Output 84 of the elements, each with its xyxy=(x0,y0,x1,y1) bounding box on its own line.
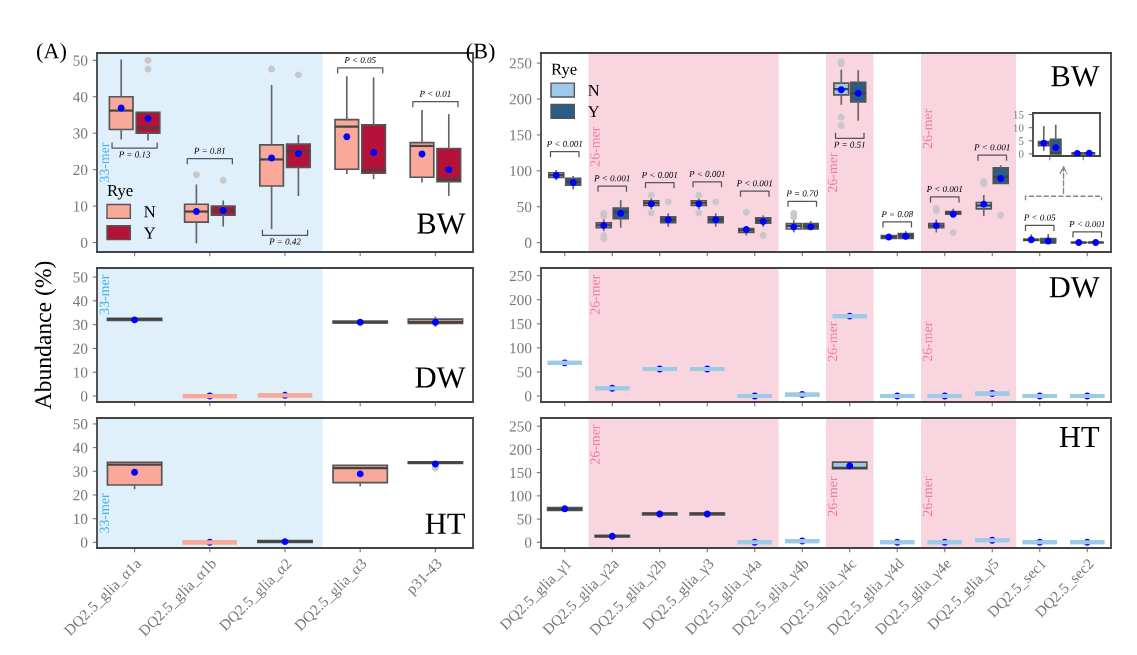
legend-title: Rye xyxy=(551,63,577,79)
y-tick-label: 250 xyxy=(509,270,532,282)
y-tick-label: 20 xyxy=(73,164,88,176)
band-label: 33-mer xyxy=(99,142,110,182)
y-tick-label: 5 xyxy=(1019,137,1024,145)
chart-title: BW xyxy=(1051,66,1100,87)
band-label: 26-mer xyxy=(827,321,838,362)
legend-title: Rye xyxy=(107,185,133,200)
y-tick-label: 50 xyxy=(73,55,88,66)
annotation: P = 0.81 xyxy=(193,147,225,154)
y-tick-label: 40 xyxy=(72,295,88,307)
y-tick-label: 0 xyxy=(80,537,88,548)
annotation: P < 0.001 xyxy=(926,185,962,193)
y-tick-label: 15 xyxy=(1013,111,1024,119)
band-label: 26-mer xyxy=(590,274,600,315)
y-tick-label: 50 xyxy=(517,201,532,213)
y-tick-label: 200 xyxy=(509,444,532,455)
y-tick-label: 20 xyxy=(73,490,88,501)
y-tick-label: 10 xyxy=(1013,124,1024,132)
annotation: P = 0.70 xyxy=(786,190,819,197)
y-tick-label: 100 xyxy=(510,165,532,177)
band-label: 33-mer xyxy=(99,274,110,315)
annotation: P < 0.001 xyxy=(641,171,677,178)
y-tick-label: 30 xyxy=(73,319,88,331)
y-tick-label: 100 xyxy=(510,343,532,354)
y-tick-label: 30 xyxy=(73,466,88,477)
text: (A) xyxy=(37,42,66,64)
annotation: P < 0.05 xyxy=(1023,214,1056,221)
y-tick-label: 100 xyxy=(510,490,532,502)
band-label: 26-mer xyxy=(922,321,933,362)
annotation: P < 0.001 xyxy=(736,180,772,187)
y-tick-label: 250 xyxy=(509,421,532,432)
legend-label: N xyxy=(144,206,156,218)
annotation: (B) xyxy=(466,42,495,64)
annotation: P < 0.001 xyxy=(689,170,725,177)
band-label: 26-mer xyxy=(827,476,838,516)
y-tick-label: 0 xyxy=(524,237,532,249)
y-tick-label: 50 xyxy=(73,419,88,430)
y-tick-label: 50 xyxy=(517,367,532,378)
annotation: P = 0.08 xyxy=(881,211,914,218)
chart-title: DW xyxy=(1049,277,1100,298)
text: BW xyxy=(417,213,466,235)
y-tick-label: 200 xyxy=(509,94,532,105)
annotation: P < 0.001 xyxy=(546,140,582,147)
y-tick-label: 0 xyxy=(524,537,532,548)
y-tick-label: 10 xyxy=(74,367,88,378)
text: DW xyxy=(415,367,466,388)
band-label: 26-mer xyxy=(590,126,600,167)
annotation: P < 0.05 xyxy=(344,57,376,64)
annotation: P < 0.001 xyxy=(1069,220,1105,228)
y-tick-label: 0 xyxy=(524,391,532,402)
y-tick-label: 200 xyxy=(509,294,532,306)
band-label: 26-mer xyxy=(827,152,838,192)
annotation: P < 0.01 xyxy=(419,90,451,97)
y-tick-label: 250 xyxy=(509,58,532,69)
y-tick-label: 50 xyxy=(73,272,88,283)
band-label: 26-mer xyxy=(922,108,933,149)
y-axis-title: Abundance (%) xyxy=(34,261,57,410)
annotation: P = 0.13 xyxy=(118,151,151,158)
y-tick-label: 0 xyxy=(1018,150,1024,158)
chart-title: HT xyxy=(1059,426,1100,447)
y-tick-label: 150 xyxy=(510,318,532,330)
y-tick-label: 40 xyxy=(72,442,88,454)
y-tick-label: 40 xyxy=(72,91,88,103)
annotation: P = 0.51 xyxy=(833,141,865,148)
legend-label: Y xyxy=(143,227,156,239)
y-tick-label: 30 xyxy=(73,128,88,139)
annotation: P < 0.001 xyxy=(974,144,1010,151)
band-label: 26-mer xyxy=(590,424,600,464)
y-tick-label: 20 xyxy=(73,343,88,354)
annotation: P < 0.001 xyxy=(594,175,630,182)
y-tick-label: 0 xyxy=(80,391,88,402)
y-tick-label: 50 xyxy=(517,514,532,525)
legend-label: Y xyxy=(587,106,600,118)
legend-label: N xyxy=(588,84,600,96)
y-tick-label: 0 xyxy=(80,237,88,248)
y-tick-label: 10 xyxy=(74,513,88,525)
y-tick-label: 150 xyxy=(510,130,532,141)
annotation: P = 0.42 xyxy=(269,238,301,245)
band-label: 33-mer xyxy=(99,493,110,533)
band-label: 26-mer xyxy=(922,476,933,516)
y-tick-label: 10 xyxy=(74,201,88,212)
text: HT xyxy=(425,513,465,534)
y-tick-label: 150 xyxy=(510,467,532,479)
